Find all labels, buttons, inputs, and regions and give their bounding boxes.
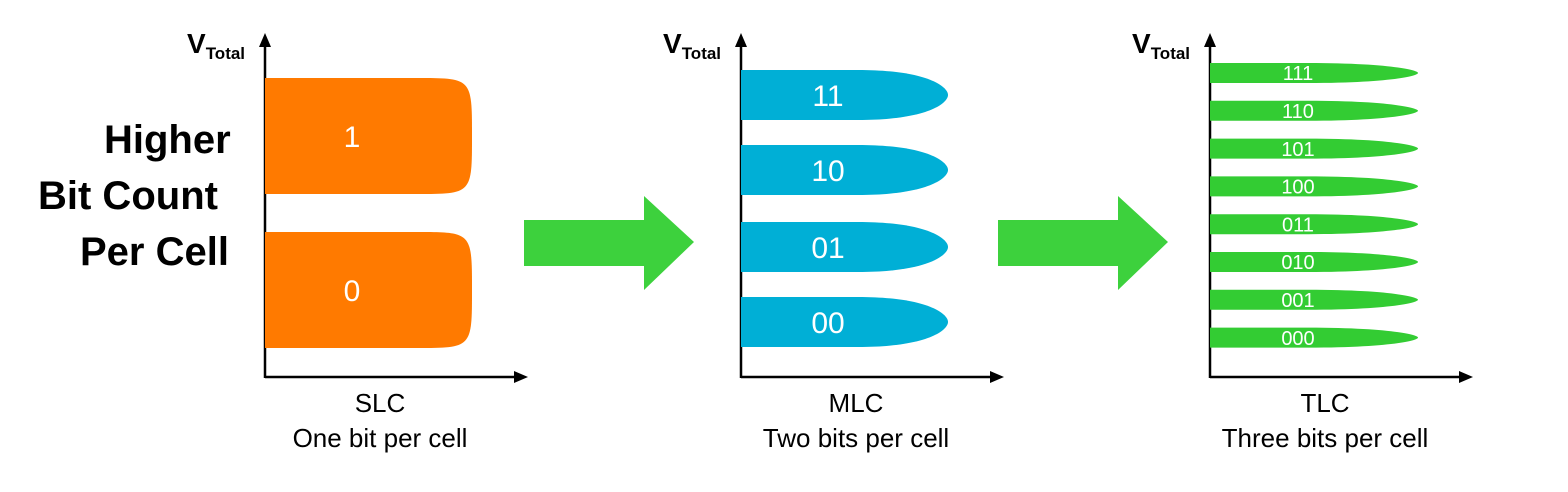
mlc-description: Two bits per cell — [763, 423, 949, 453]
tlc-state-001 — [1210, 289, 1418, 310]
panel-mlc: VTotal 11 10 01 00 MLC Two bits per cell — [663, 28, 1004, 453]
slc-state-label: 0 — [344, 275, 361, 308]
panel-slc: VTotal 1 0 SLC One bit per cell — [187, 28, 528, 453]
mlc-state-11 — [741, 70, 948, 120]
arrow-mlc-to-tlc — [998, 196, 1168, 290]
tlc-axis-label: VTotal — [1132, 28, 1190, 63]
tlc-state-label: 110 — [1282, 101, 1314, 123]
mlc-state-01 — [741, 222, 948, 272]
slc-description: One bit per cell — [293, 423, 468, 453]
tlc-state-101 — [1210, 138, 1418, 159]
tlc-state-label: 011 — [1282, 214, 1314, 236]
tlc-state-label: 101 — [1281, 139, 1314, 161]
slc-axis-label: VTotal — [187, 28, 245, 63]
mlc-state-label: 01 — [811, 232, 844, 265]
slc-state-1 — [265, 78, 472, 194]
arrow-slc-to-mlc — [524, 196, 694, 290]
tlc-state-111 — [1210, 63, 1418, 83]
tlc-state-100 — [1210, 176, 1418, 197]
tlc-description: Three bits per cell — [1222, 423, 1429, 453]
tlc-state-label: 010 — [1281, 252, 1314, 274]
panel-tlc: VTotal 111 110 101 100 011 010 001 000 TLC Three b… — [1132, 28, 1473, 453]
mlc-state-label: 00 — [811, 307, 844, 340]
tlc-state-010 — [1210, 252, 1418, 272]
mlc-type-label: MLC — [829, 388, 884, 418]
mlc-state-label: 10 — [811, 155, 844, 188]
mlc-state-10 — [741, 145, 948, 195]
tlc-state-label: 100 — [1281, 177, 1314, 199]
mlc-axis-label: VTotal — [663, 28, 721, 63]
slc-type-label: SLC — [355, 388, 406, 418]
tlc-state-110 — [1210, 100, 1418, 121]
tlc-state-011 — [1210, 214, 1418, 235]
side-label-higher: Higher — [104, 118, 231, 162]
tlc-state-000 — [1210, 327, 1418, 348]
tlc-type-label: TLC — [1300, 388, 1349, 418]
mlc-state-00 — [741, 297, 948, 347]
slc-state-0 — [265, 232, 472, 348]
tlc-state-label: 111 — [1283, 63, 1313, 85]
tlc-state-label: 000 — [1281, 328, 1314, 350]
slc-state-label: 1 — [344, 121, 361, 154]
side-label-bit-count: Bit Count — [38, 174, 218, 218]
side-label-per-cell: Per Cell — [80, 230, 229, 274]
mlc-state-label: 11 — [812, 80, 843, 113]
tlc-state-label: 001 — [1281, 290, 1314, 312]
